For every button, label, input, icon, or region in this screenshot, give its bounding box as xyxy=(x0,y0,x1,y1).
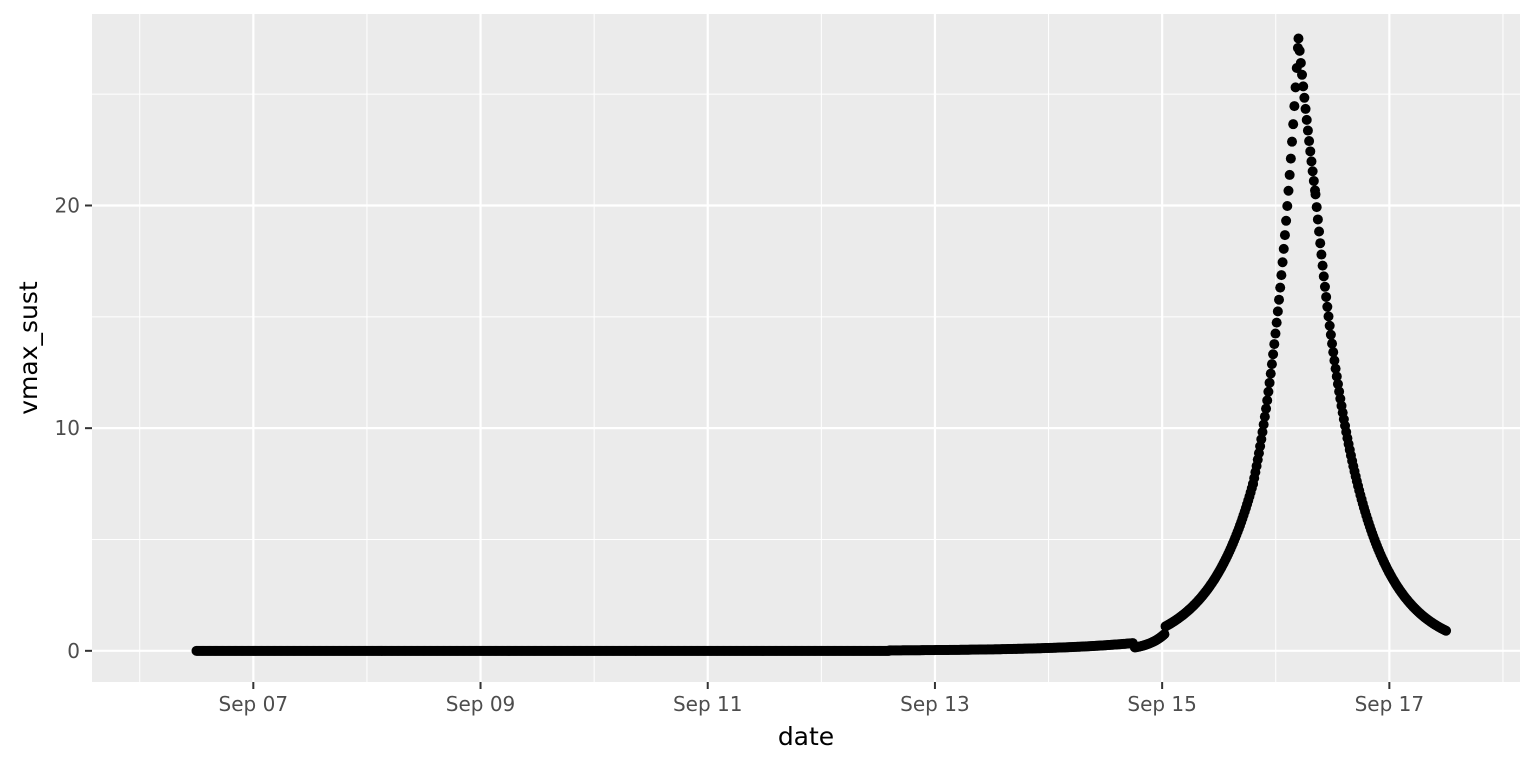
data-point xyxy=(1259,411,1270,422)
data-point xyxy=(1297,69,1308,80)
y-tick-label: 10 xyxy=(55,416,80,440)
data-point xyxy=(1323,311,1334,322)
data-point xyxy=(1289,101,1300,112)
data-point xyxy=(1314,226,1325,237)
data-point xyxy=(1307,166,1318,177)
data-point xyxy=(1324,320,1335,331)
data-point xyxy=(1276,270,1287,281)
major-grid xyxy=(92,14,1520,682)
data-point xyxy=(1284,169,1295,180)
data-point xyxy=(1332,379,1343,390)
data-point xyxy=(1278,243,1289,254)
data-point xyxy=(1270,328,1281,339)
data-point xyxy=(1299,92,1310,103)
y-axis-title: vmax_sust xyxy=(14,281,43,415)
data-point xyxy=(1290,82,1301,93)
y-axis: 0 10 20 xyxy=(55,193,92,663)
data-point xyxy=(1328,347,1339,358)
data-point xyxy=(1293,33,1304,44)
data-point xyxy=(1300,103,1311,114)
data-point xyxy=(1159,629,1170,640)
data-point xyxy=(1317,260,1328,271)
data-point xyxy=(1264,377,1275,388)
data-point xyxy=(1257,427,1268,438)
data-point xyxy=(1316,249,1327,260)
data-point xyxy=(1262,395,1273,406)
data-point xyxy=(1294,45,1305,56)
data-point xyxy=(1310,189,1321,200)
data-point xyxy=(1441,625,1452,636)
data-point xyxy=(1277,257,1288,268)
data-point xyxy=(1274,294,1285,305)
data-point xyxy=(1308,175,1319,186)
data-point xyxy=(1268,349,1279,360)
data-point xyxy=(1315,238,1326,249)
data-point xyxy=(1261,403,1272,414)
data-point xyxy=(1321,291,1332,302)
data-point xyxy=(1331,371,1342,382)
y-tick-label: 0 xyxy=(67,639,80,663)
data-point xyxy=(1287,136,1298,147)
data-point xyxy=(1269,339,1280,350)
data-point xyxy=(1298,81,1309,92)
data-point xyxy=(1265,368,1276,379)
plot-panel xyxy=(92,14,1520,682)
data-point xyxy=(1282,201,1293,212)
data-point xyxy=(1302,125,1313,136)
data-point xyxy=(1263,386,1274,397)
x-axis-title: date xyxy=(778,722,834,751)
data-point xyxy=(1312,214,1323,225)
data-point xyxy=(1288,119,1299,130)
x-tick-label: Sep 09 xyxy=(446,692,516,716)
data-point xyxy=(1272,306,1283,317)
x-tick-label: Sep 17 xyxy=(1355,692,1425,716)
data-point xyxy=(1301,114,1312,125)
data-points xyxy=(191,33,1452,656)
x-tick-label: Sep 15 xyxy=(1127,692,1197,716)
data-point xyxy=(1271,317,1282,328)
data-point xyxy=(1325,329,1336,340)
data-point xyxy=(1283,185,1294,196)
x-tick-label: Sep 13 xyxy=(900,692,970,716)
data-point xyxy=(1327,338,1338,349)
data-point xyxy=(1306,156,1317,167)
data-point xyxy=(1279,230,1290,241)
data-point xyxy=(1285,153,1296,164)
data-point xyxy=(1318,271,1329,282)
minor-grid xyxy=(92,14,1520,682)
data-point xyxy=(1266,359,1277,370)
y-tick-label: 20 xyxy=(55,193,80,217)
data-point xyxy=(1322,301,1333,312)
data-point xyxy=(1304,136,1315,147)
x-axis: Sep 07 Sep 09 Sep 11 Sep 13 Sep 15 Sep 17 xyxy=(219,682,1425,716)
x-tick-label: Sep 11 xyxy=(673,692,743,716)
data-point xyxy=(1305,146,1316,157)
data-point xyxy=(1319,281,1330,292)
data-point xyxy=(1275,282,1286,293)
x-tick-label: Sep 07 xyxy=(219,692,289,716)
data-point xyxy=(1295,57,1306,68)
data-point xyxy=(1311,202,1322,213)
data-point xyxy=(1329,355,1340,366)
data-point xyxy=(1330,363,1341,374)
data-point xyxy=(1258,419,1269,430)
data-point xyxy=(1281,215,1292,226)
